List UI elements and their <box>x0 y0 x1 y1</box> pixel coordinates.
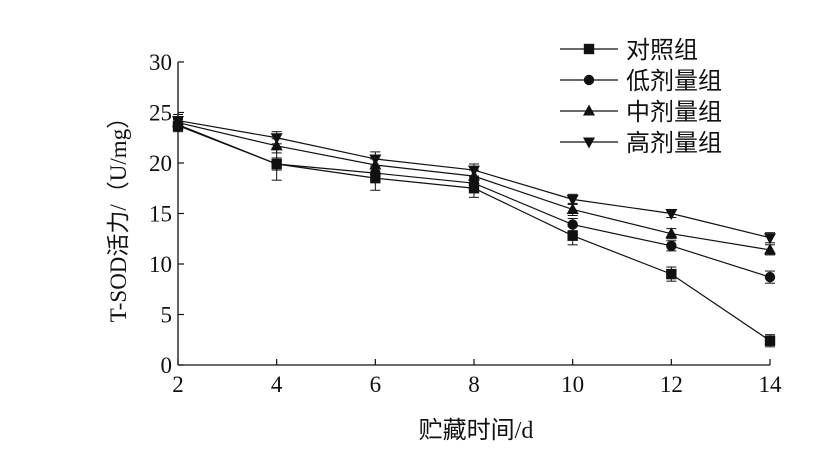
data-point <box>665 227 678 239</box>
data-point <box>270 139 283 151</box>
data-point <box>764 271 776 283</box>
legend-marker <box>583 43 595 55</box>
legend-label: 中剂量组 <box>626 99 722 126</box>
data-point <box>566 202 579 214</box>
legend-label: 高剂量组 <box>626 130 722 157</box>
y-axis-label: T-SOD活力/（U/mg） <box>106 106 131 322</box>
x-tick-label: 4 <box>271 372 283 397</box>
legend-label: 低剂量组 <box>626 68 722 95</box>
data-point <box>666 240 677 252</box>
legend-marker <box>583 104 595 116</box>
legend-marker <box>583 74 595 86</box>
x-tick-label: 2 <box>172 372 184 397</box>
x-axis-label: 贮藏时间/d <box>419 417 534 444</box>
data-point <box>370 167 381 179</box>
legend-marker <box>583 137 595 149</box>
y-tick-label: 0 <box>161 353 173 378</box>
x-tick-label: 10 <box>561 372 584 397</box>
axes: 0 5 10 15 20 25 30 2 4 6 8 10 12 14 <box>149 50 782 397</box>
data-point <box>271 158 282 170</box>
x-tick-label: 8 <box>468 372 480 397</box>
x-tick-label: 12 <box>660 372 683 397</box>
data-point <box>567 219 578 230</box>
y-tick-label: 15 <box>149 202 172 227</box>
data-point <box>270 133 283 145</box>
legend-item-3: 中剂量组 <box>560 99 722 126</box>
y-tick-label: 5 <box>161 303 173 328</box>
data-point <box>764 335 776 346</box>
y-tick-label: 25 <box>149 101 172 126</box>
series-line <box>177 125 771 342</box>
y-tick-label: 10 <box>149 252 172 277</box>
legend-label: 对照组 <box>626 37 698 64</box>
data-point <box>764 233 776 245</box>
data-point <box>369 154 382 166</box>
x-tick-label: 6 <box>370 372 382 397</box>
y-tick-label: 30 <box>149 50 172 75</box>
legend-item-4: 高剂量组 <box>560 130 722 157</box>
data-point <box>764 243 776 255</box>
y-tick-label: 20 <box>149 151 172 176</box>
data-point <box>567 230 578 241</box>
data-point <box>172 116 184 128</box>
x-tick-label: 14 <box>759 372 783 397</box>
data-point <box>666 268 677 280</box>
series-4 <box>172 114 776 245</box>
data-point <box>566 194 579 206</box>
series-layer <box>172 114 776 348</box>
data-point <box>665 209 678 220</box>
legend-item-2: 低剂量组 <box>560 68 722 95</box>
data-point <box>468 165 480 177</box>
legend-item-1: 对照组 <box>560 37 698 64</box>
